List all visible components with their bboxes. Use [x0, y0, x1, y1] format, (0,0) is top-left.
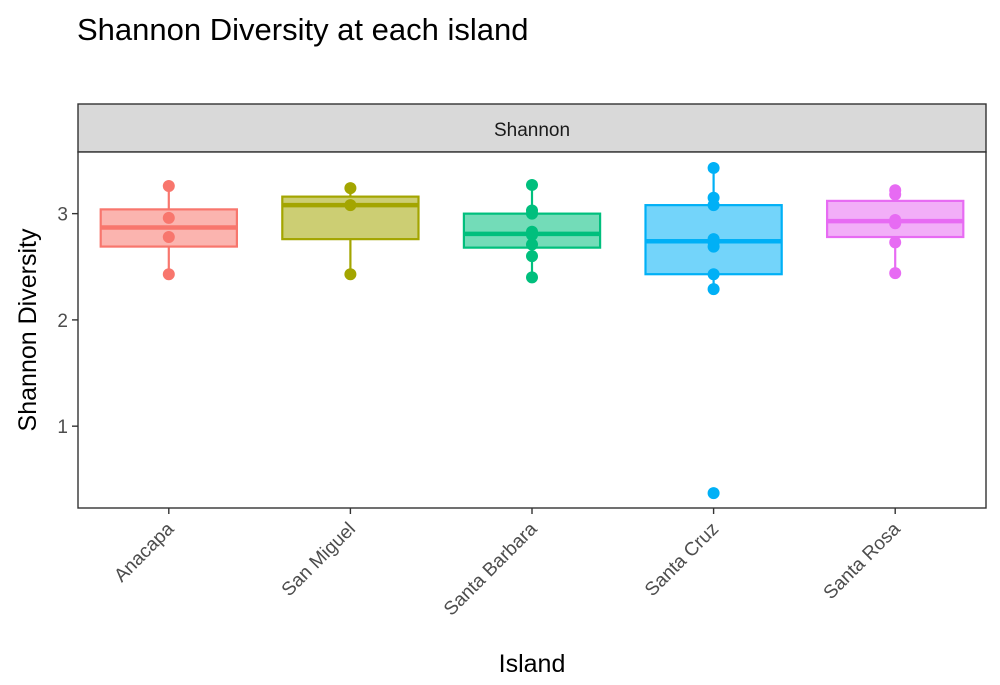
- data-point: [344, 268, 357, 281]
- data-point: [707, 199, 720, 212]
- y-tick-label: 3: [57, 205, 68, 226]
- data-point: [162, 231, 175, 244]
- box-group-santa-barbara: [462, 178, 602, 284]
- data-point: [344, 182, 357, 195]
- chart-marks: [99, 161, 965, 500]
- data-point: [162, 211, 175, 224]
- data-point: [526, 207, 538, 220]
- box-group-santa-rosa: [825, 184, 965, 280]
- box-group-san-miguel: [281, 182, 420, 281]
- data-point: [889, 267, 902, 280]
- x-tick-label: San Miguel: [278, 519, 360, 601]
- x-tick-label: Santa Rosa: [820, 518, 905, 603]
- data-point: [526, 238, 538, 251]
- data-point: [526, 178, 538, 191]
- data-point: [889, 217, 902, 230]
- data-point: [707, 161, 720, 174]
- box-group-santa-cruz: [644, 161, 783, 500]
- data-point: [162, 268, 175, 281]
- x-tick-label: Santa Barbara: [440, 518, 542, 620]
- data-point: [344, 199, 357, 212]
- y-tick-label: 2: [57, 311, 68, 332]
- data-point: [526, 250, 538, 263]
- y-axis: 1 2 3: [57, 205, 78, 438]
- data-point: [889, 188, 902, 201]
- facet-strip: [77, 103, 987, 153]
- x-axis: Anacapa San Miguel Santa Barbara Santa Cruz…: [110, 508, 905, 620]
- x-tick-label: Santa Cruz: [641, 519, 723, 601]
- y-axis-title: Shannon Diversity: [14, 228, 42, 431]
- data-point: [526, 271, 538, 284]
- data-point: [707, 487, 720, 500]
- x-axis-title: Island: [499, 650, 566, 678]
- data-point: [889, 236, 902, 249]
- facet-strip-label: Shannon: [494, 120, 570, 141]
- data-point: [162, 180, 175, 193]
- data-point: [707, 268, 720, 281]
- data-point: [526, 228, 538, 241]
- x-tick-label: Anacapa: [110, 518, 178, 586]
- data-point: [707, 240, 720, 253]
- data-point: [707, 283, 720, 296]
- chart-title: Shannon Diversity at each island: [77, 12, 528, 47]
- box-group-anacapa: [99, 180, 238, 281]
- y-tick-label: 1: [57, 417, 68, 438]
